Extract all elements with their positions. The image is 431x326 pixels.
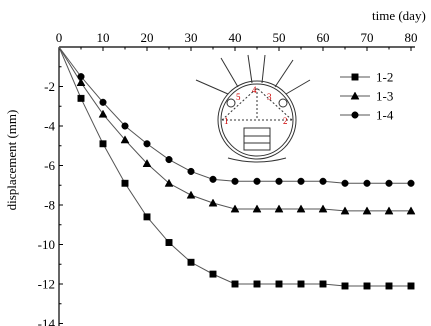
inset-label-2: 2 [283, 116, 288, 126]
inset-label-4: 4 [252, 85, 257, 95]
data-point-1-3 [142, 159, 152, 167]
data-point-1-4 [209, 175, 217, 183]
legend-entry-1-2: 1-2 [340, 70, 393, 85]
data-point-1-3 [384, 206, 394, 215]
inset-label-1: 1 [224, 116, 229, 126]
data-point-1-3 [252, 204, 262, 213]
data-point-1-3 [164, 178, 174, 187]
x-axis-label: time (day) [372, 8, 426, 23]
x-tick-label: 40 [229, 30, 242, 45]
data-point-1-3 [362, 206, 372, 215]
series-1-3 [58, 46, 416, 215]
data-point-1-2 [253, 280, 261, 288]
y-tick-label: -2 [44, 79, 55, 94]
data-point-1-4 [99, 98, 107, 106]
data-point-1-3 [406, 206, 416, 215]
data-point-1-3 [318, 204, 328, 213]
data-point-1-3 [186, 190, 196, 199]
axes [58, 46, 415, 326]
data-point-1-4 [407, 179, 415, 187]
x-tick-label: 60 [317, 30, 330, 45]
x-ticks: 0 10 20 30 40 50 60 70 80 [56, 30, 418, 51]
data-point-1-4 [319, 177, 327, 185]
data-point-1-4 [143, 140, 151, 148]
y-tick-label: -12 [38, 277, 55, 292]
data-point-1-3 [120, 135, 130, 144]
data-point-1-4 [385, 179, 393, 187]
legend-entry-1-3: 1-3 [340, 89, 393, 104]
y-axis-label: displacement (mm) [4, 110, 19, 211]
data-point-1-3 [340, 206, 350, 215]
data-point-1-4 [363, 179, 371, 187]
data-point-1-3 [230, 204, 240, 213]
series-1-2 [58, 46, 415, 290]
data-point-1-4 [275, 177, 283, 185]
series-layer [58, 46, 416, 290]
data-point-1-2 [319, 280, 327, 288]
legend-marker [350, 91, 360, 100]
legend-marker [351, 111, 359, 119]
data-point-1-2 [363, 282, 371, 290]
data-point-1-3 [274, 204, 284, 213]
data-point-1-2 [165, 239, 173, 246]
inset-label-3: 3 [267, 92, 272, 102]
y-ticks: -2 -4 -6 -8 -10 -12 -14 [38, 66, 63, 326]
x-tick-label: 50 [273, 30, 286, 45]
legend-label: 1-3 [376, 89, 393, 104]
x-tick-label: 70 [361, 30, 374, 45]
data-point-1-2 [121, 179, 129, 187]
data-point-1-4 [121, 122, 129, 130]
x-tick-label: 10 [97, 30, 110, 45]
data-point-1-2 [275, 280, 283, 288]
data-point-1-2 [297, 280, 305, 288]
data-point-1-4 [165, 156, 173, 164]
data-point-1-2 [209, 270, 217, 278]
data-point-1-3 [76, 78, 86, 86]
data-point-1-2 [77, 94, 85, 102]
y-tick-label: -4 [44, 119, 55, 134]
legend-label: 1-4 [376, 108, 394, 123]
legend-label: 1-2 [376, 70, 393, 85]
data-point-1-2 [231, 280, 239, 288]
data-point-1-4 [297, 177, 305, 185]
data-point-1-3 [296, 204, 306, 213]
tunnel-inset-diagram: 1 2 3 4 5 [195, 54, 311, 163]
series-1-4 [58, 46, 415, 187]
data-point-1-2 [99, 140, 107, 148]
data-point-1-3 [98, 109, 108, 118]
data-point-1-2 [385, 282, 393, 290]
legend-marker [351, 73, 359, 81]
y-tick-label: -10 [38, 237, 55, 252]
data-point-1-4 [77, 73, 85, 81]
tunnel-cross-section [195, 54, 311, 163]
x-tick-label: 20 [141, 30, 154, 45]
data-point-1-2 [341, 282, 349, 290]
x-tick-label: 30 [185, 30, 198, 45]
y-tick-label: -6 [44, 158, 55, 173]
data-point-1-4 [231, 177, 239, 185]
data-point-1-4 [341, 179, 349, 187]
data-point-1-3 [208, 198, 218, 207]
x-tick-label: 80 [405, 30, 418, 45]
y-tick-label: -8 [44, 198, 55, 213]
data-point-1-2 [143, 213, 151, 221]
inset-label-5: 5 [236, 92, 241, 102]
data-point-1-2 [187, 258, 195, 266]
data-point-1-2 [407, 282, 415, 290]
series-line-1-3 [58, 46, 411, 212]
legend-entry-1-4: 1-4 [340, 108, 394, 123]
data-point-1-4 [187, 167, 195, 175]
legend: 1-2 1-3 1-4 [340, 70, 394, 123]
x-tick-label: 0 [56, 30, 63, 45]
y-tick-label: -14 [38, 316, 56, 326]
data-point-1-4 [253, 177, 261, 185]
